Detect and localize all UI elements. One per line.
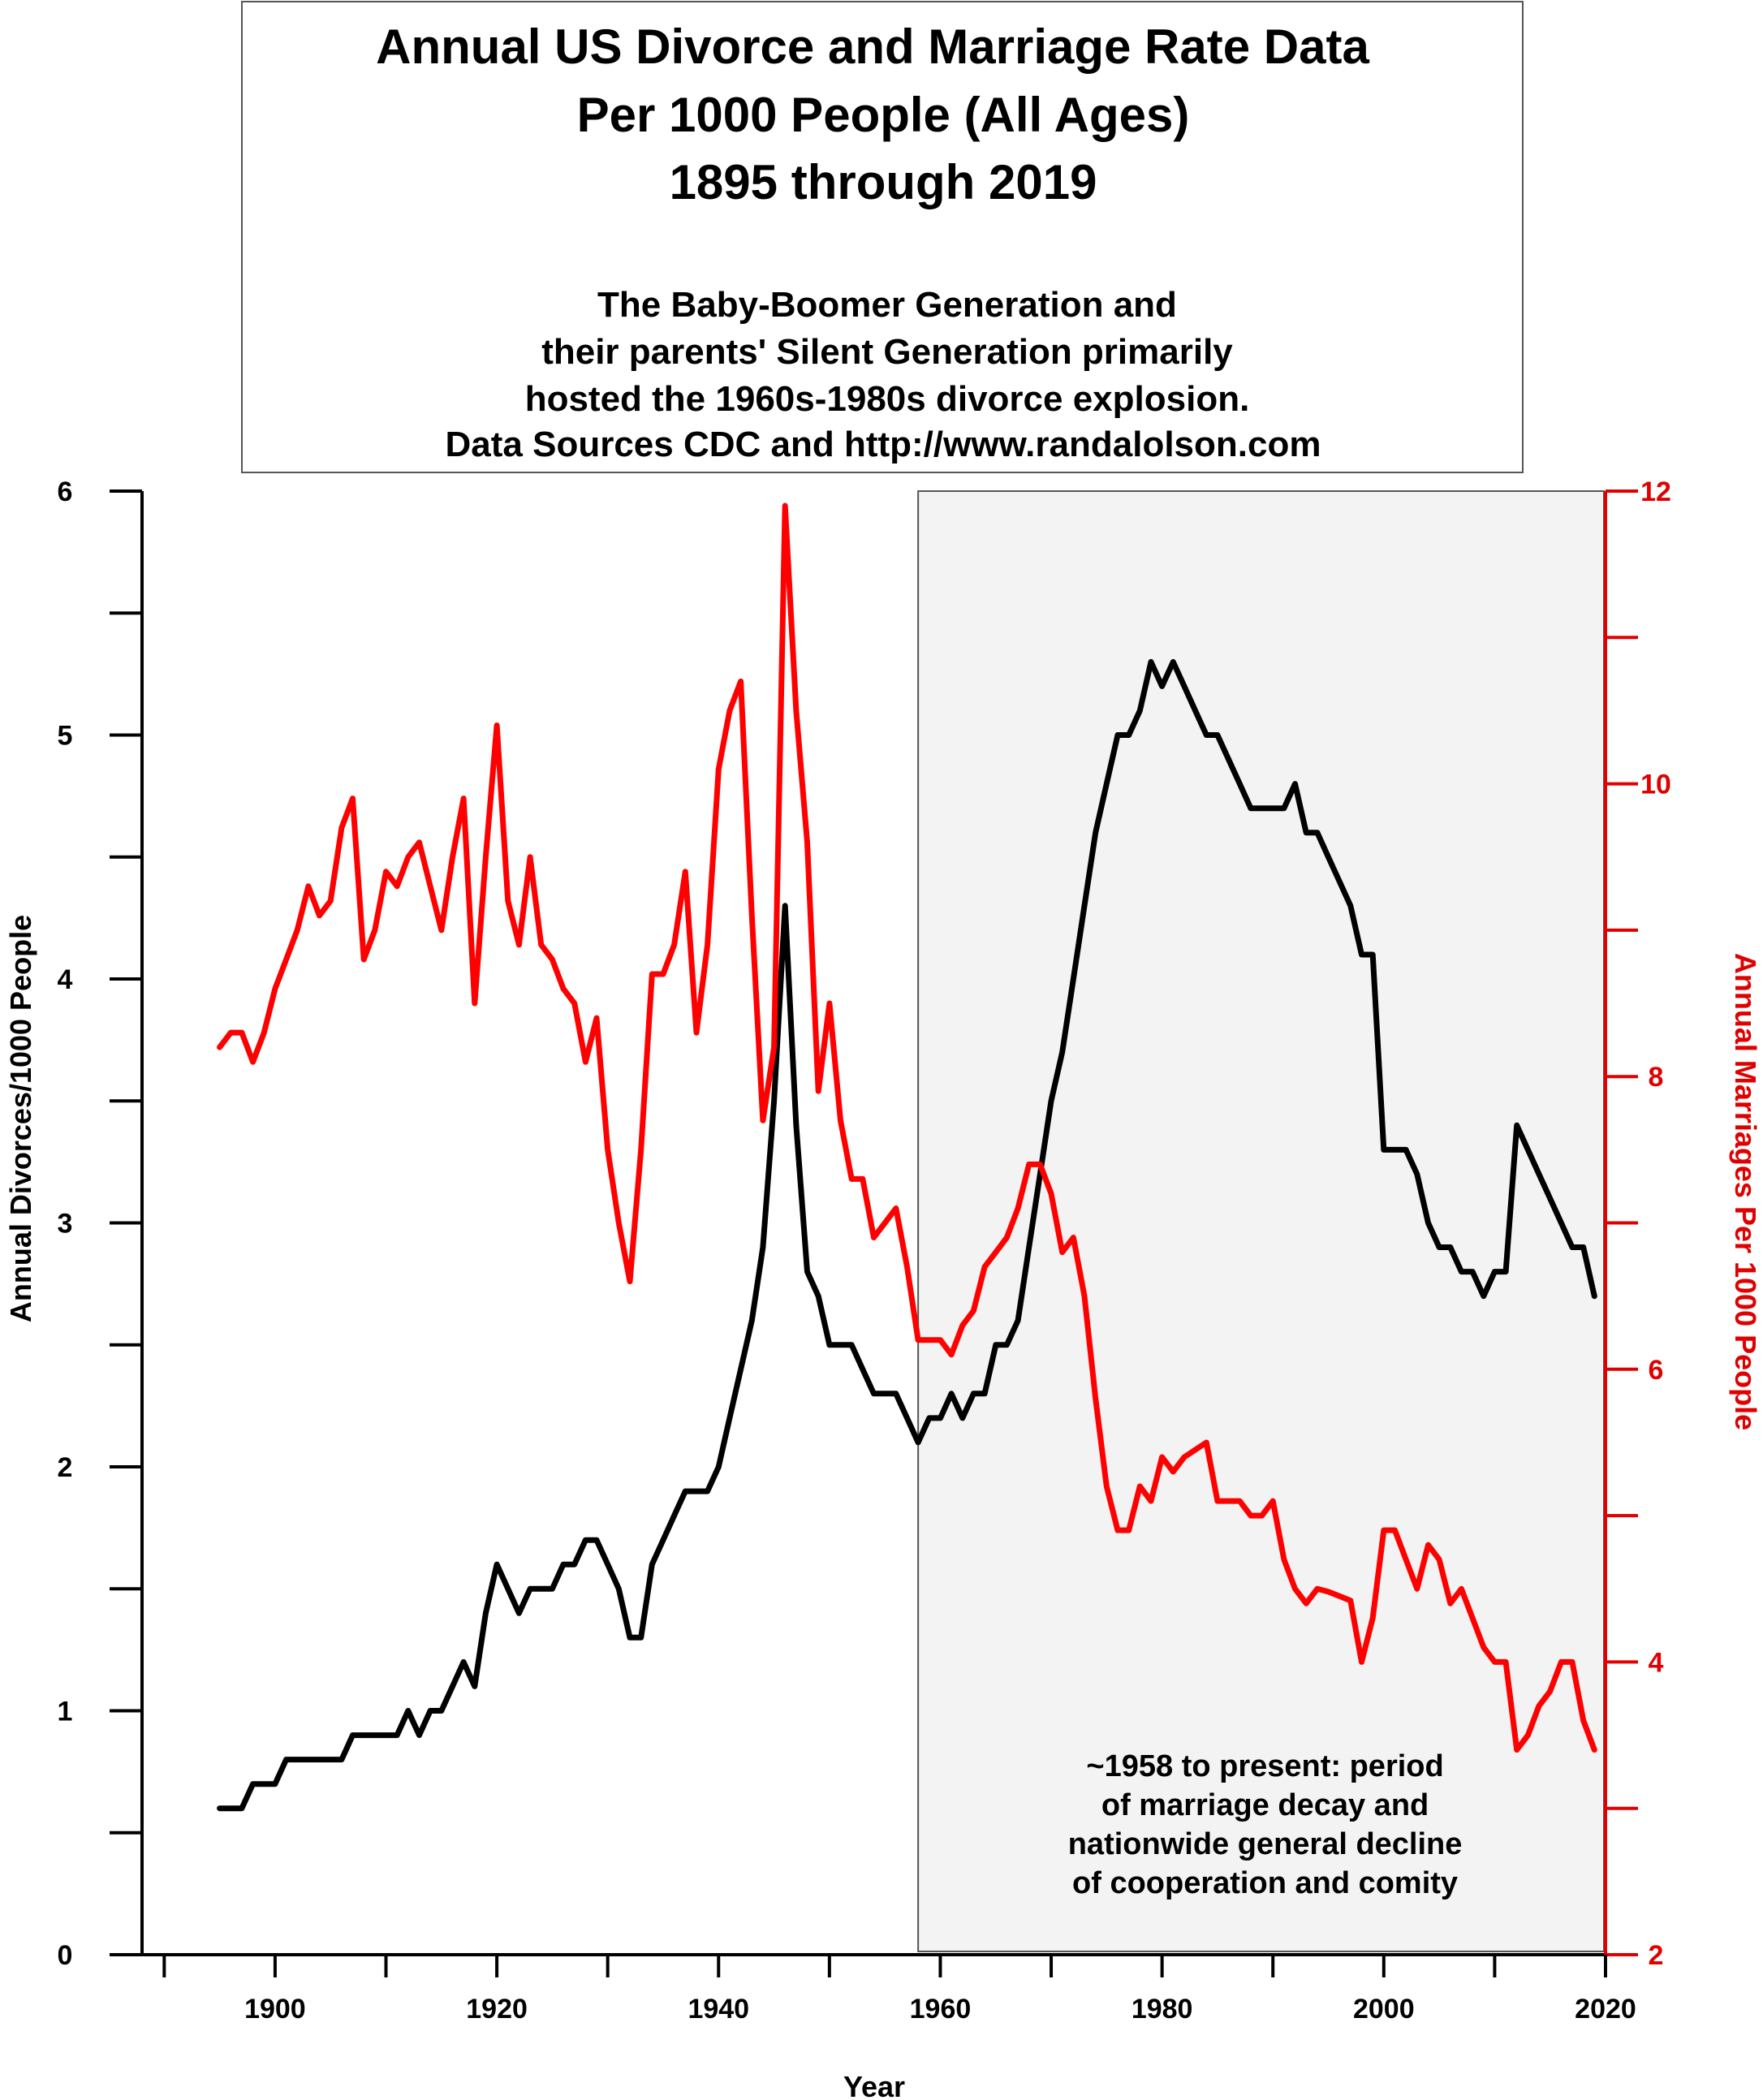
shaded-region-annotation: ~1958 to present: period of marriage dec…: [1068, 1749, 1463, 1900]
y2-tick-label: 8: [1649, 1062, 1664, 1093]
shaded-period-region: [917, 490, 1605, 1952]
x-tick-label: 1980: [1132, 1994, 1193, 2025]
y-tick-label: 4: [58, 964, 73, 995]
y2-tick-label: 4: [1649, 1647, 1664, 1678]
x-tick-label: 1960: [910, 1994, 972, 2025]
annotation-line-3: nationwide general decline: [1068, 1827, 1463, 1861]
y2-tick-label: 6: [1649, 1355, 1664, 1386]
y2-tick-label: 12: [1640, 476, 1671, 507]
x-tick-label: 1940: [688, 1994, 749, 2025]
y2-tick-label: 2: [1649, 1940, 1664, 1971]
x-tick-label: 2000: [1353, 1994, 1415, 2025]
x-tick-label: 1920: [466, 1994, 528, 2025]
chart-title-line-2: Per 1000 People (All Ages): [577, 88, 1190, 142]
annotation-line-4: of cooperation and comity: [1072, 1866, 1458, 1900]
marriage-rate-line: [217, 502, 1597, 1753]
y2-axis-label: Annual Marriages Per 1000 People: [1729, 953, 1762, 1430]
series-layer: [217, 502, 1597, 1812]
divorce-rate-line: [217, 658, 1597, 1812]
y-tick-label: 0: [58, 1940, 73, 1971]
chart-subtitle-line-4: Data Sources CDC and http://www.randalol…: [446, 425, 1321, 464]
y-tick-label: 2: [58, 1452, 73, 1483]
y-tick-label: 3: [58, 1209, 73, 1240]
annotation-line-2: of marriage decay and: [1101, 1788, 1429, 1822]
title-box: [241, 1, 1524, 473]
y2-tick-label: 10: [1640, 770, 1671, 800]
chart-title-line-1: Annual US Divorce and Marriage Rate Data: [376, 19, 1369, 74]
chart-subtitle-line-1: The Baby-Boomer Generation and: [597, 285, 1177, 325]
x-tick-label: 2020: [1575, 1994, 1636, 2025]
y-tick-label: 6: [58, 476, 73, 507]
annotation-line-1: ~1958 to present: period: [1086, 1749, 1443, 1783]
chart-title-line-3: 1895 through 2019: [670, 155, 1097, 209]
x-tick-label: 1900: [244, 1994, 306, 2025]
chart-subtitle-line-3: hosted the 1960s-1980s divorce explosion…: [525, 379, 1250, 419]
y-axis-label: Annual Divorces/1000 People: [4, 915, 37, 1322]
chart-subtitle-line-2: their parents' Silent Generation primari…: [541, 332, 1233, 372]
y-tick-label: 5: [58, 721, 73, 752]
y-tick-label: 1: [58, 1697, 73, 1727]
x-axis-label: Year: [843, 2070, 905, 2100]
